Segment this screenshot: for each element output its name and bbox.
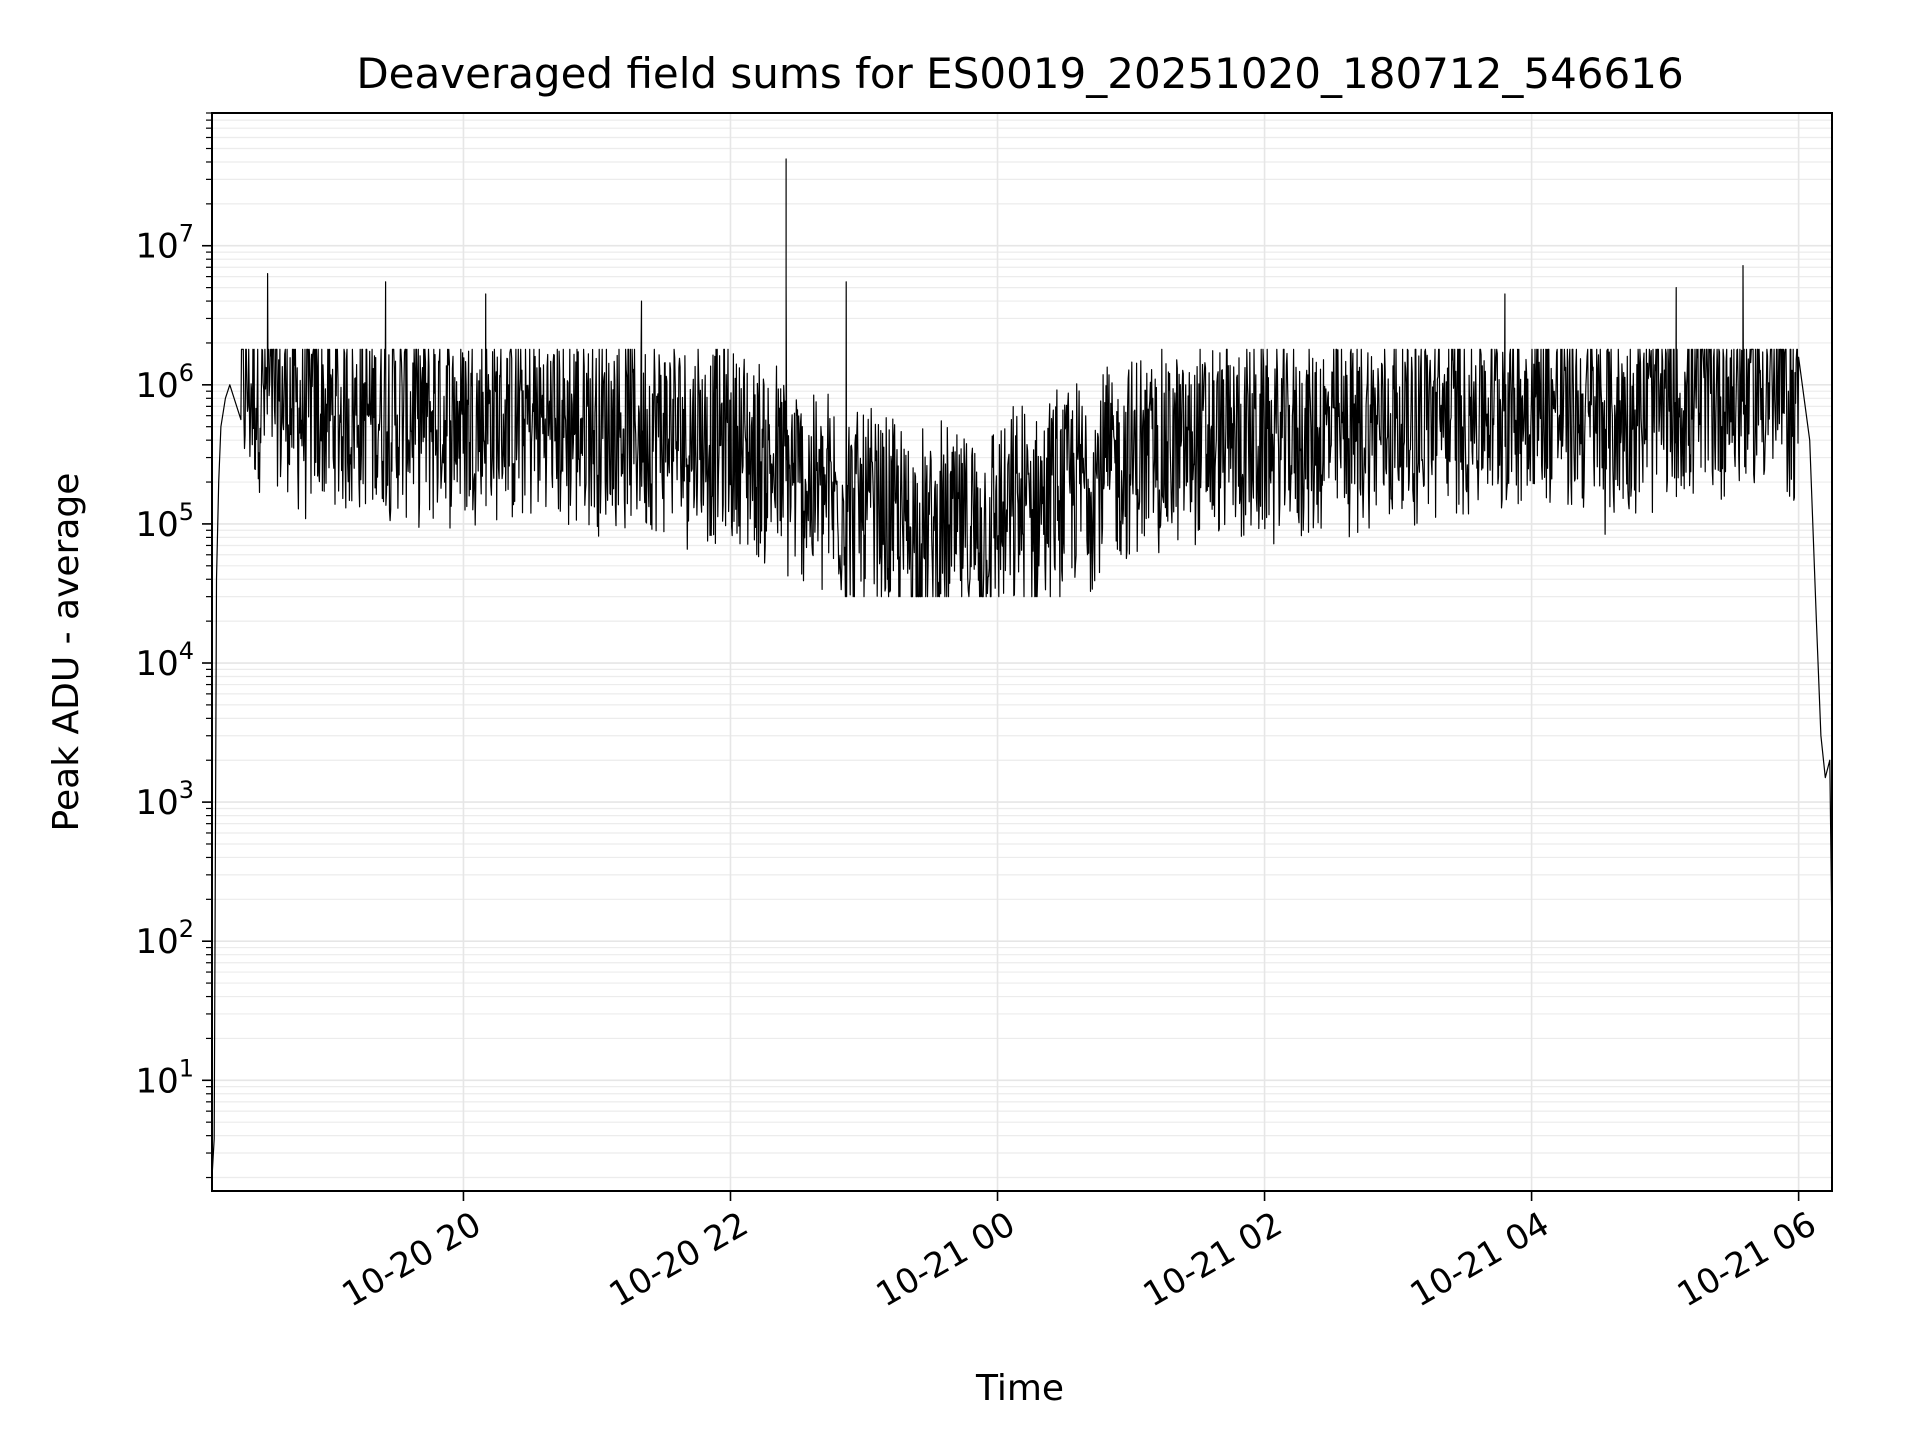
chart-title: Deaveraged field sums for ES0019_2025102…	[356, 49, 1683, 98]
y-tick-label: 101	[135, 1054, 194, 1101]
y-axis-label: Peak ADU - average	[46, 473, 87, 832]
plot-frame	[211, 112, 1833, 1192]
x-axis-label: Time	[975, 1368, 1064, 1409]
x-tick-label: 10-20 22	[603, 1204, 755, 1315]
y-tick-label: 106	[135, 359, 194, 406]
x-axis: 10-20 20 10-20 22 10-21 00 10-21 02 10-21 04…	[336, 1191, 1823, 1315]
x-tick-label: 10-21 02	[1137, 1204, 1289, 1315]
series-line	[211, 158, 1833, 1178]
y-tick-label: 103	[135, 776, 194, 823]
x-tick-label: 10-21 04	[1404, 1204, 1556, 1315]
x-tick-label: 10-21 00	[870, 1204, 1022, 1315]
x-tick-label: 10-20 20	[336, 1204, 488, 1315]
y-tick-label: 107	[135, 220, 194, 267]
series-layer	[211, 158, 1833, 1178]
y-tick-label: 102	[135, 915, 194, 962]
y-tick-label: 104	[135, 637, 194, 684]
x-tick-label: 10-21 06	[1671, 1204, 1823, 1315]
y-tick-label: 105	[135, 498, 194, 545]
grid	[212, 112, 1832, 1191]
y-axis: 101 102 103 104 105 106 107	[135, 112, 212, 1179]
